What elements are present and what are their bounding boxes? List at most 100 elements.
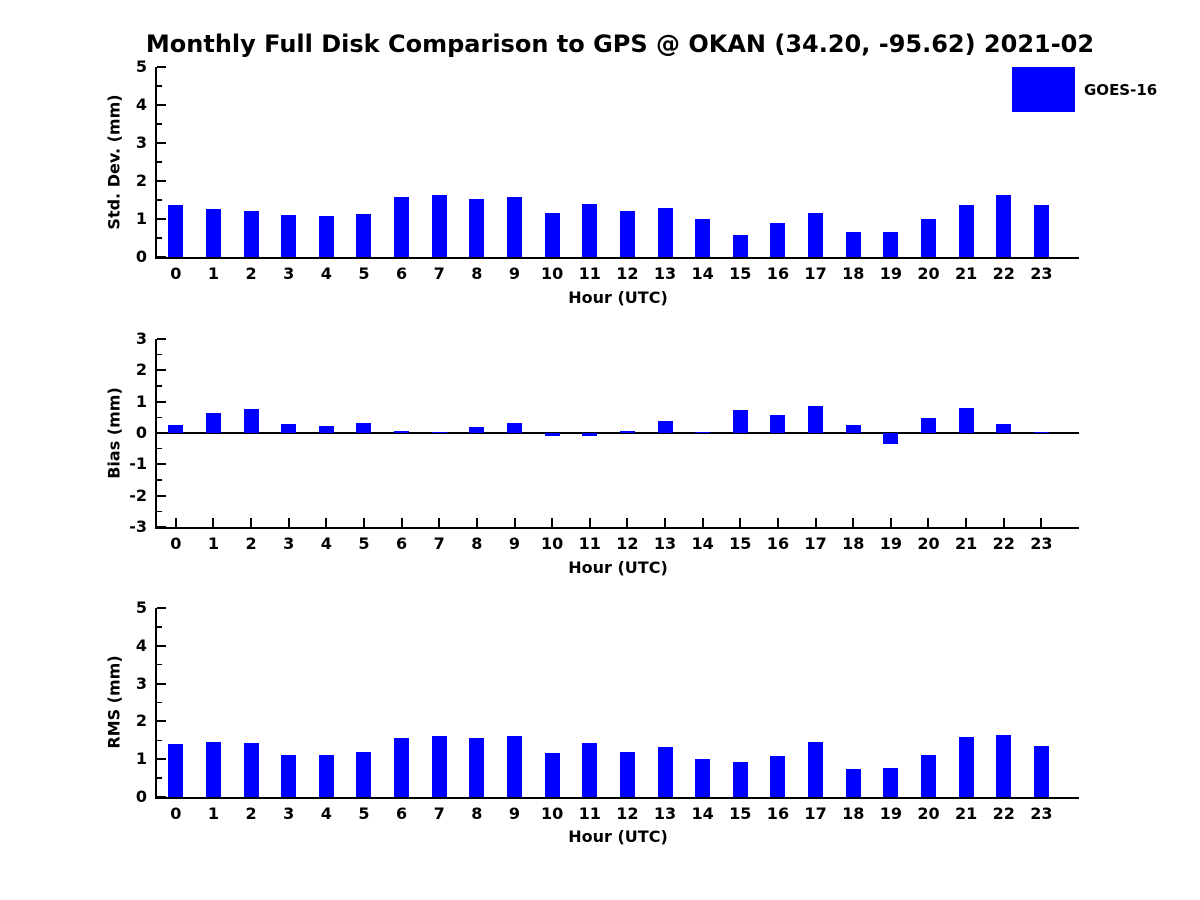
y-axis-tick	[157, 180, 166, 182]
zero-line	[157, 432, 1079, 434]
y-tick-label: -3	[129, 517, 147, 536]
x-tick-label: 19	[879, 804, 902, 823]
bar-hour-17	[808, 405, 824, 433]
bar-hour-1	[205, 742, 221, 797]
x-tick-label: 23	[1030, 264, 1053, 283]
x-tick-label: 12	[616, 804, 639, 823]
bar-hour-16	[770, 222, 786, 257]
x-axis-label-hour-utc-2: Hour (UTC)	[568, 558, 668, 577]
bar-hour-10	[544, 213, 560, 257]
y-axis-label-rms: RMS (mm)	[104, 655, 124, 749]
y-tick-label: 5	[135, 57, 147, 76]
y-tick-label: 0	[135, 787, 147, 806]
y-axis-label-std-dev: Std. Dev. (mm)	[104, 94, 124, 230]
x-tick-label: 17	[804, 264, 827, 283]
bar-hour-1	[205, 209, 221, 257]
x-axis-tick	[362, 518, 365, 527]
y-axis-label-bias: Bias (mm)	[104, 387, 124, 479]
x-tick-label: 11	[578, 534, 601, 553]
x-tick-label: 2	[245, 534, 257, 553]
y-axis-tick	[157, 400, 166, 403]
y-tick-label: 0	[135, 423, 147, 442]
bar-hour-5	[356, 751, 372, 797]
x-tick-label: 3	[283, 534, 295, 553]
x-tick-label: 7	[433, 264, 445, 283]
bar-hour-6	[394, 737, 410, 797]
x-tick-label: 13	[653, 534, 677, 553]
y-axis-tick	[157, 104, 166, 106]
legend: GOES-16	[1012, 67, 1157, 112]
x-tick-label: 0	[170, 264, 182, 283]
x-tick-label: 15	[729, 804, 752, 823]
bar-hour-10	[544, 752, 560, 797]
bar-hour-18	[845, 231, 861, 257]
y-axis-minor-tick	[157, 85, 162, 87]
x-tick-label: 0	[170, 804, 182, 823]
bar-hour-11	[582, 204, 598, 257]
bar-hour-9	[507, 423, 522, 433]
x-axis-tick	[852, 518, 855, 527]
x-tick-label: 9	[508, 534, 521, 553]
y-axis-minor-tick	[157, 479, 162, 481]
x-tick-label: 6	[396, 534, 408, 553]
x-tick-label: 1	[207, 804, 220, 823]
x-tick-label: 14	[691, 264, 714, 283]
y-axis-tick	[157, 369, 166, 372]
y-tick-label: 5	[135, 598, 147, 617]
bar-hour-16	[770, 414, 786, 433]
x-tick-label: 6	[396, 804, 408, 823]
bar-hour-18	[845, 769, 861, 797]
bar-hour-14	[695, 758, 711, 797]
bar-hour-1	[205, 412, 221, 433]
x-tick-label: 8	[471, 804, 483, 823]
y-tick-label: 3	[135, 133, 147, 152]
y-axis-tick	[157, 66, 166, 68]
bar-hour-15	[732, 235, 748, 257]
x-axis-tick	[287, 518, 290, 527]
x-axis-tick	[701, 518, 704, 527]
x-tick-label: 4	[320, 264, 332, 283]
y-axis-minor-tick	[157, 123, 162, 125]
bar-hour-5	[356, 423, 372, 433]
bar-hour-14	[695, 219, 711, 257]
bar-hour-7	[431, 195, 447, 257]
bar-hour-22	[996, 195, 1012, 257]
x-axis-tick	[250, 518, 253, 527]
x-tick-label: 9	[508, 804, 521, 823]
bar-hour-11	[582, 742, 598, 797]
x-tick-label: 17	[804, 534, 827, 553]
x-tick-label: 1	[207, 264, 220, 283]
x-tick-label: 8	[471, 534, 483, 553]
x-tick-label: 6	[396, 264, 408, 283]
bar-hour-23	[1033, 745, 1049, 797]
y-axis-minor-tick	[157, 385, 162, 387]
x-tick-label: 12	[616, 264, 639, 283]
y-axis-minor-tick	[157, 510, 162, 513]
bar-hour-20	[920, 219, 936, 257]
x-tick-label: 10	[541, 804, 564, 823]
y-axis-minor-tick	[157, 663, 162, 666]
y-axis-tick	[157, 682, 166, 685]
x-tick-label: 12	[616, 534, 639, 553]
x-tick-label: 21	[954, 264, 978, 283]
bar-hour-4	[318, 216, 334, 257]
bar-hour-2	[243, 743, 259, 797]
bar-hour-3	[281, 424, 297, 433]
bar-hour-23	[1033, 205, 1049, 257]
y-tick-label: 1	[135, 749, 147, 769]
legend-label-goes16: GOES-16	[1084, 80, 1158, 99]
subplot-std-dev: 0 1 2 3 4 5 0 1 2 3 4 5 6 7 8 9 10 11 12 13 14 15 16 17 18 19 20 21…	[136, 59, 1079, 282]
bar-hour-21	[958, 408, 974, 433]
x-tick-label: 11	[578, 264, 601, 283]
bar-hour-20	[920, 754, 936, 797]
x-axis-tick	[325, 518, 328, 527]
bar-hour-13	[657, 747, 673, 797]
bar-hour-5	[356, 213, 372, 257]
bar-hour-17	[808, 212, 824, 257]
x-axis-tick	[664, 518, 667, 527]
y-axis-minor-tick	[157, 739, 162, 742]
x-tick-label: 18	[842, 264, 865, 283]
x-axis-tick	[814, 518, 817, 527]
x-tick-label: 10	[541, 264, 564, 283]
x-tick-label: 21	[954, 804, 978, 823]
